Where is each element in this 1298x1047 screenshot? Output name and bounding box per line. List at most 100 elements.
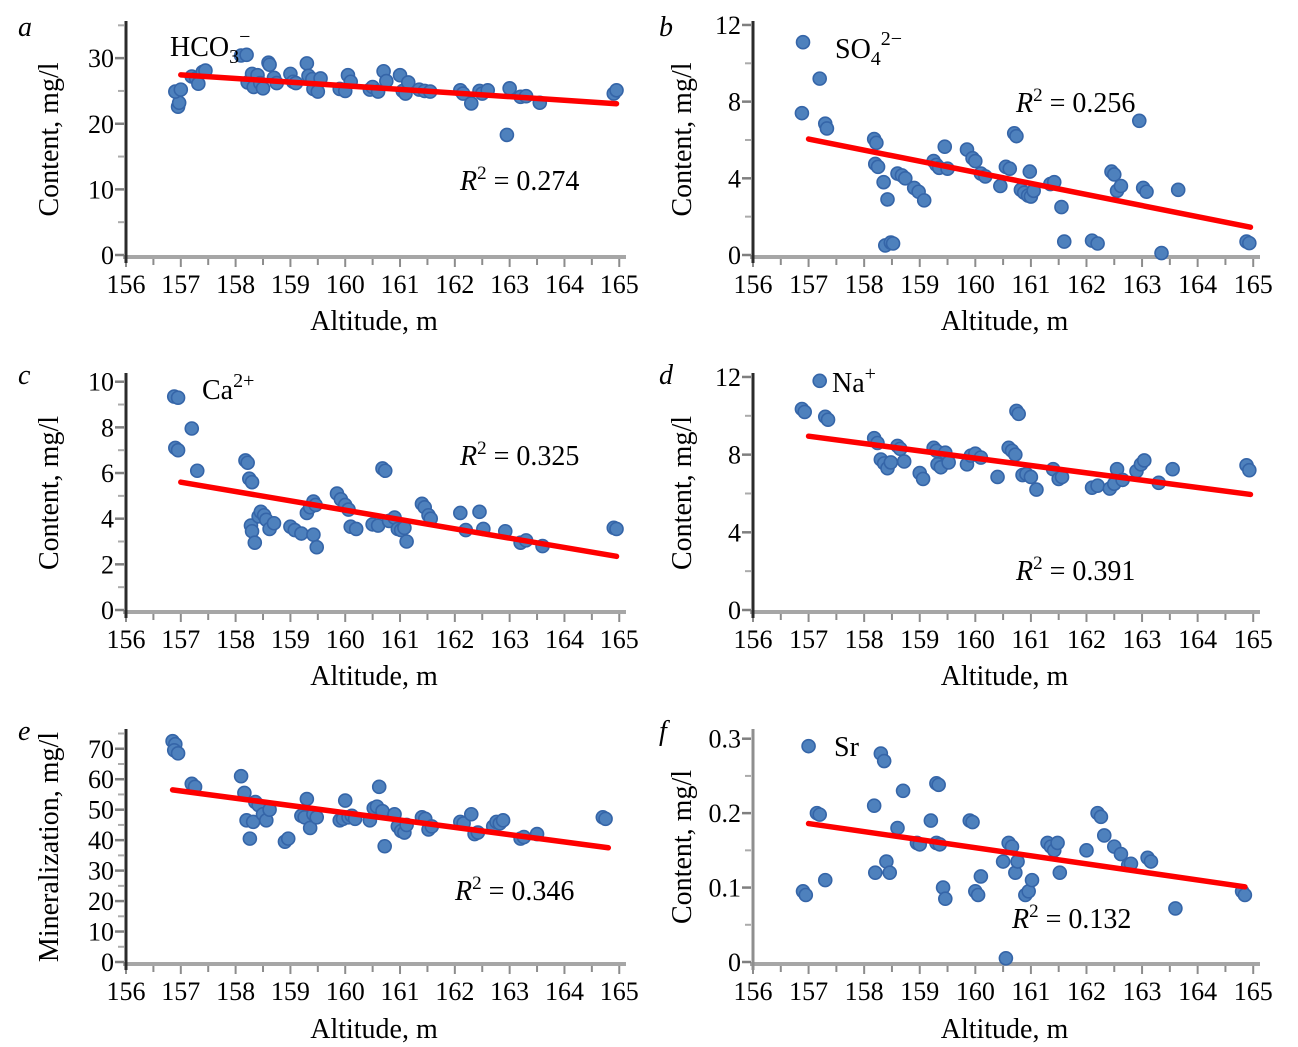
svg-text:165: 165 — [1234, 977, 1273, 1006]
svg-text:R2 = 0.132: R2 = 0.132 — [1011, 901, 1131, 935]
svg-text:158: 158 — [845, 977, 884, 1006]
svg-text:10: 10 — [88, 175, 114, 204]
svg-text:8: 8 — [728, 441, 741, 470]
svg-text:Altitude, m: Altitude, m — [310, 306, 438, 337]
svg-text:R2 = 0.346: R2 = 0.346 — [454, 873, 574, 907]
chart-na: 156 157 158 159 160 161 162 163 164 165 Altitude, … — [659, 360, 1273, 692]
svg-text:163: 163 — [490, 270, 529, 299]
svg-text:162: 162 — [435, 977, 474, 1006]
svg-text:164: 164 — [1178, 270, 1217, 299]
svg-text:0: 0 — [101, 948, 114, 977]
svg-text:70: 70 — [88, 735, 114, 764]
svg-text:156: 156 — [734, 625, 773, 654]
svg-text:159: 159 — [271, 270, 310, 299]
svg-text:R2 = 0.274: R2 = 0.274 — [459, 163, 579, 197]
svg-text:6: 6 — [101, 459, 114, 488]
svg-text:156: 156 — [107, 977, 146, 1006]
svg-text:d: d — [659, 360, 674, 391]
svg-text:165: 165 — [600, 270, 639, 299]
svg-text:163: 163 — [490, 625, 529, 654]
svg-text:159: 159 — [900, 625, 939, 654]
svg-text:50: 50 — [88, 796, 114, 825]
svg-text:0: 0 — [728, 948, 741, 977]
svg-text:158: 158 — [216, 625, 255, 654]
svg-text:164: 164 — [1178, 625, 1217, 654]
svg-text:30: 30 — [88, 857, 114, 886]
svg-text:c: c — [18, 360, 31, 391]
svg-text:30: 30 — [88, 44, 114, 73]
svg-text:157: 157 — [789, 625, 828, 654]
panel-f: 156 157 158 159 160 161 162 163 164 165 Altitude, … — [649, 698, 1298, 1047]
panel-d: 156 157 158 159 160 161 162 163 164 165 Altitude, … — [649, 349, 1298, 698]
svg-text:158: 158 — [216, 270, 255, 299]
svg-text:162: 162 — [1067, 270, 1106, 299]
svg-text:4: 4 — [728, 518, 741, 547]
svg-text:164: 164 — [545, 977, 584, 1006]
svg-text:158: 158 — [845, 625, 884, 654]
svg-text:0.2: 0.2 — [709, 799, 742, 828]
svg-text:f: f — [659, 716, 670, 747]
svg-text:40: 40 — [88, 826, 114, 855]
svg-text:SO42−: SO42− — [835, 28, 902, 70]
svg-text:165: 165 — [600, 625, 639, 654]
svg-text:158: 158 — [216, 977, 255, 1006]
svg-text:8: 8 — [728, 88, 741, 117]
svg-text:4: 4 — [728, 164, 741, 193]
svg-text:156: 156 — [107, 270, 146, 299]
svg-text:159: 159 — [900, 270, 939, 299]
chart-hco3: 156 157 158 159 160 161 162 163 164 165 Altitude, … — [18, 12, 639, 337]
panel-e: 156 157 158 159 160 161 162 163 164 165 Altitude, … — [0, 698, 649, 1047]
svg-text:159: 159 — [271, 977, 310, 1006]
svg-text:159: 159 — [900, 977, 939, 1006]
svg-text:2: 2 — [101, 550, 114, 579]
svg-text:162: 162 — [1067, 625, 1106, 654]
svg-text:157: 157 — [161, 977, 200, 1006]
svg-text:156: 156 — [734, 977, 773, 1006]
svg-text:0.1: 0.1 — [709, 874, 742, 903]
svg-text:160: 160 — [956, 270, 995, 299]
svg-text:R2 = 0.256: R2 = 0.256 — [1015, 85, 1135, 119]
svg-text:157: 157 — [789, 977, 828, 1006]
svg-text:163: 163 — [1123, 625, 1162, 654]
svg-text:163: 163 — [1123, 270, 1162, 299]
svg-text:161: 161 — [381, 270, 420, 299]
svg-text:162: 162 — [435, 270, 474, 299]
svg-text:162: 162 — [435, 625, 474, 654]
svg-text:R2 = 0.325: R2 = 0.325 — [459, 438, 579, 472]
panel-b: 156 157 158 159 160 161 162 163 164 165 Altitude, … — [649, 0, 1298, 349]
svg-text:Ca2+: Ca2+ — [202, 370, 254, 406]
svg-text:20: 20 — [88, 887, 114, 916]
svg-text:Content, mg/l: Content, mg/l — [34, 416, 65, 570]
svg-text:8: 8 — [101, 413, 114, 442]
svg-text:161: 161 — [1011, 977, 1050, 1006]
chart-mineralization: 156 157 158 159 160 161 162 163 164 165 Altitude, … — [18, 716, 639, 1045]
svg-text:157: 157 — [789, 270, 828, 299]
svg-text:4: 4 — [101, 505, 114, 534]
svg-text:162: 162 — [1067, 977, 1106, 1006]
svg-text:157: 157 — [161, 270, 200, 299]
svg-text:Content, mg/l: Content, mg/l — [667, 62, 698, 216]
svg-text:12: 12 — [715, 11, 741, 40]
svg-text:0.3: 0.3 — [709, 725, 742, 754]
svg-text:Altitude, m: Altitude, m — [941, 1014, 1069, 1045]
svg-text:0: 0 — [728, 596, 741, 625]
svg-text:Altitude, m: Altitude, m — [310, 661, 438, 692]
svg-text:20: 20 — [88, 110, 114, 139]
chart-ca: 156 157 158 159 160 161 162 163 164 165 Altitude, … — [18, 360, 639, 692]
svg-text:165: 165 — [1234, 625, 1273, 654]
svg-text:Content, mg/l: Content, mg/l — [667, 416, 698, 570]
svg-text:e: e — [18, 716, 30, 747]
svg-text:163: 163 — [1123, 977, 1162, 1006]
svg-text:164: 164 — [1178, 977, 1217, 1006]
svg-text:156: 156 — [734, 270, 773, 299]
chart-sr: 156 157 158 159 160 161 162 163 164 165 Altitude, … — [659, 716, 1273, 1045]
svg-text:HCO3−: HCO3− — [170, 26, 250, 68]
chart-so4: 156 157 158 159 160 161 162 163 164 165 Altitude, … — [659, 11, 1273, 337]
svg-text:160: 160 — [956, 625, 995, 654]
svg-text:164: 164 — [545, 625, 584, 654]
svg-text:Content, mg/l: Content, mg/l — [667, 770, 698, 924]
svg-text:a: a — [18, 12, 32, 43]
svg-text:Altitude, m: Altitude, m — [941, 661, 1069, 692]
svg-text:157: 157 — [161, 625, 200, 654]
svg-text:Content, mg/l: Content, mg/l — [34, 62, 65, 216]
